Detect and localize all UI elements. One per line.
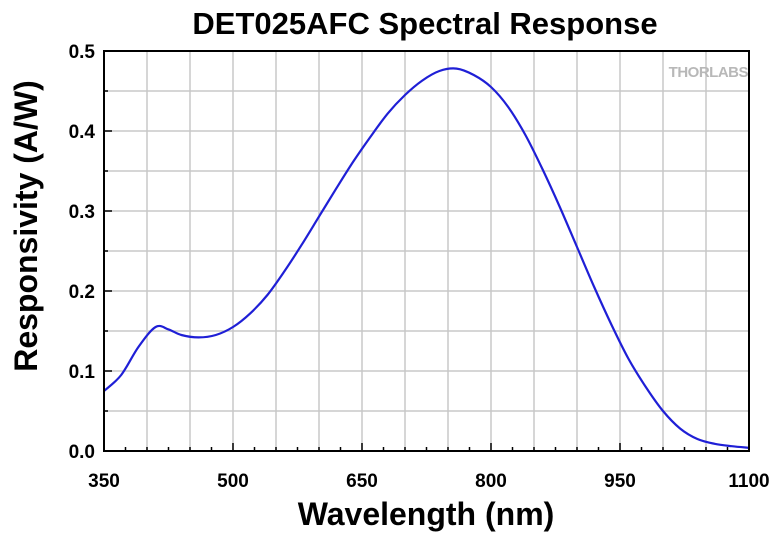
x-tick-label: 950: [604, 471, 636, 492]
x-tick-label: 800: [475, 471, 507, 492]
y-tick-label: 0.5: [69, 42, 96, 63]
series-layer: [103, 67, 750, 449]
responsivity-series-line: [103, 67, 750, 449]
tick-labels: 350 500 650 800 950 1100 0.0 0.1 0.2 0.3 0.4 0.5: [69, 42, 770, 492]
x-tick-label: 1100: [728, 471, 769, 492]
y-tick-label: 0.0: [69, 442, 95, 463]
y-tick-label: 0.4: [69, 122, 96, 143]
ticks: [103, 50, 750, 452]
chart-title: DET025AFC Spectral Response: [192, 6, 657, 41]
plot-frame: [103, 50, 750, 452]
y-axis-label: Responsivity (A/W): [8, 80, 44, 372]
x-tick-label: 500: [217, 471, 249, 492]
y-tick-label: 0.1: [69, 362, 96, 383]
x-tick-label: 650: [346, 471, 378, 492]
y-tick-label: 0.2: [69, 282, 95, 303]
x-axis-label: Wavelength (nm): [298, 496, 555, 532]
y-tick-label: 0.3: [69, 202, 95, 223]
x-tick-label: 350: [88, 471, 120, 492]
thorlabs-watermark: THORLABS: [669, 64, 749, 81]
grid: [104, 51, 749, 451]
